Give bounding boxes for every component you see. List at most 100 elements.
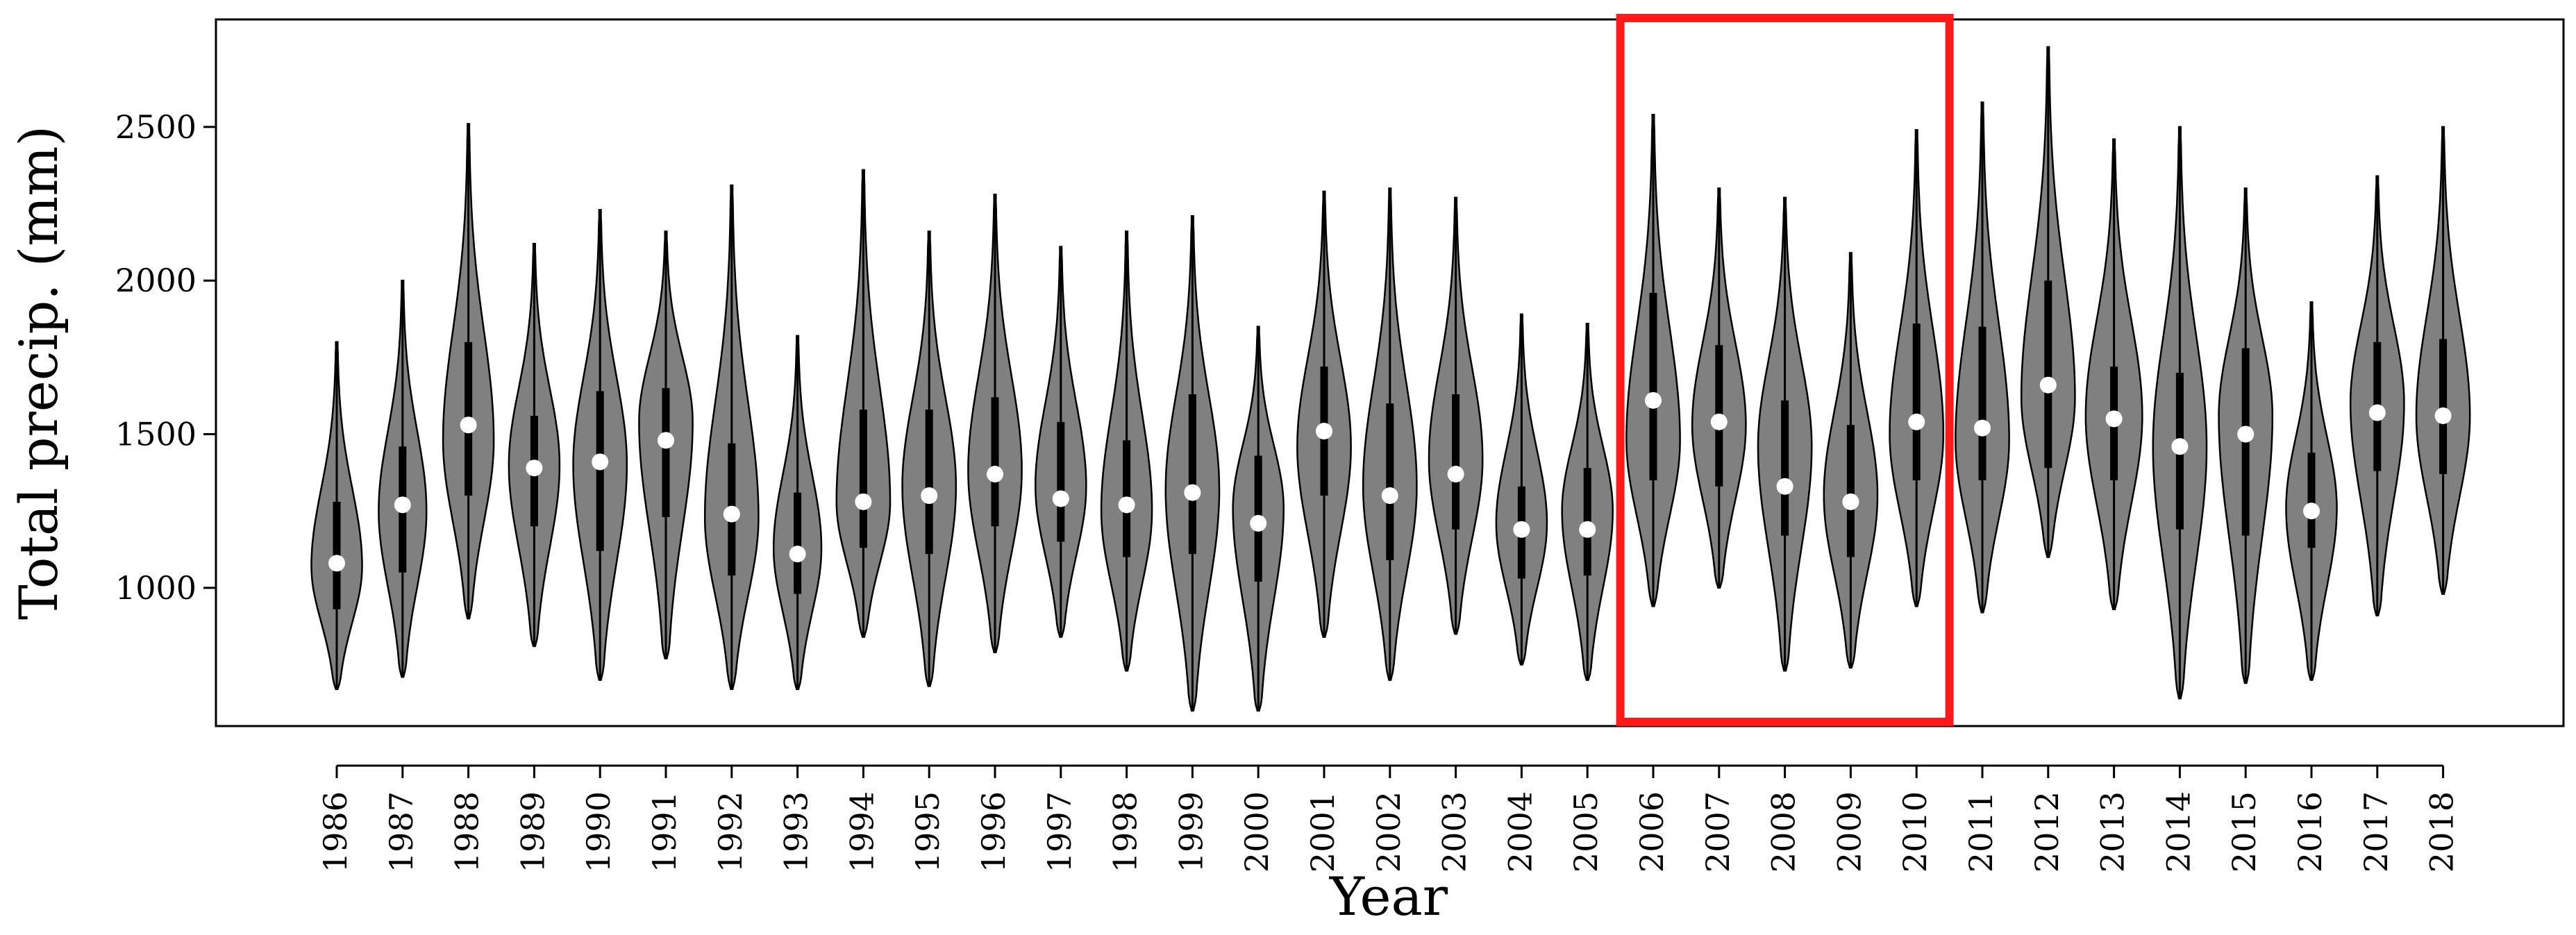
violin-1987 — [378, 279, 428, 678]
x-tick-label: 2011 — [1962, 791, 2000, 873]
violin-median-marker — [592, 453, 609, 471]
violin-2003 — [1428, 196, 1484, 635]
x-tick-label: 2010 — [1896, 791, 1934, 873]
violin-median-marker — [1710, 413, 1728, 430]
x-axis: 1986 1987 1988 1989 1990 1991 1992 1993 1994 1995… — [317, 764, 2461, 873]
highlight-layer — [1616, 14, 1954, 726]
violin-median-marker — [1579, 521, 1596, 538]
violin-median-marker — [1513, 521, 1530, 538]
violin-median-marker — [1316, 423, 1332, 440]
x-tick-label: 2003 — [1436, 791, 1473, 873]
violin-median-marker — [1447, 466, 1464, 483]
violin-2004 — [1495, 313, 1548, 666]
x-tick-label: 1998 — [1107, 791, 1144, 873]
violin-1997 — [1035, 246, 1087, 638]
violin-2012 — [2020, 46, 2076, 558]
x-tick-label: 2000 — [1238, 791, 1276, 873]
violin-median-marker — [855, 493, 872, 510]
violin-median-marker — [2039, 376, 2057, 394]
violin-median-marker — [987, 466, 1003, 483]
violin-2001 — [1296, 190, 1352, 638]
x-tick-label: 1999 — [1172, 791, 1210, 873]
y-tick-label: 2500 — [115, 108, 196, 146]
violin-median-marker — [1974, 419, 1991, 437]
x-tick-label: 2004 — [1501, 791, 1539, 873]
x-tick-label: 1986 — [317, 791, 354, 873]
violin-median-marker — [2237, 426, 2255, 443]
violin-2000 — [1232, 326, 1285, 712]
violin-median-marker — [2105, 410, 2123, 428]
violin-1986 — [310, 341, 363, 691]
violin-1999 — [1164, 215, 1221, 712]
violin-2017 — [2349, 175, 2405, 616]
y-tick-label: 1500 — [115, 416, 196, 453]
x-tick-label: 2017 — [2357, 791, 2395, 873]
x-tick-label: 2016 — [2291, 791, 2329, 873]
violin-median-marker — [1381, 487, 1398, 505]
violin-1989 — [508, 242, 561, 648]
violin-median-marker — [1052, 490, 1069, 507]
y-tick-label: 2000 — [115, 262, 196, 299]
violin-median-marker — [1118, 496, 1135, 514]
violin-median-marker — [921, 487, 938, 505]
violin-1996 — [967, 194, 1023, 654]
violins-layer — [310, 46, 2471, 712]
violin-2016 — [2285, 301, 2338, 681]
violin-median-marker — [1184, 484, 1201, 501]
x-axis-title: Year — [1329, 866, 1448, 927]
x-tick-label: 2002 — [1370, 791, 1407, 873]
violin-median-marker — [2171, 438, 2189, 455]
y-tick-label: 1000 — [115, 569, 196, 607]
violin-1995 — [901, 230, 957, 687]
violin-median-marker — [1776, 478, 1793, 495]
violin-median-marker — [1908, 413, 1925, 430]
violin-1992 — [703, 184, 760, 691]
violin-2009 — [1823, 252, 1879, 669]
x-tick-label: 2013 — [2094, 791, 2132, 873]
x-tick-label: 2007 — [1699, 791, 1737, 873]
violin-1988 — [442, 123, 495, 620]
violin-2011 — [1955, 101, 2010, 614]
violin-median-marker — [2368, 404, 2386, 421]
violin-2015 — [2218, 187, 2274, 684]
violin-2010 — [1889, 129, 1945, 607]
violin-2014 — [2152, 126, 2208, 700]
violin-median-marker — [2303, 503, 2320, 520]
violin-2006 — [1625, 113, 1681, 607]
violin-median-marker — [460, 416, 477, 434]
violin-1994 — [835, 169, 892, 638]
violin-median-marker — [2434, 407, 2452, 424]
x-tick-label: 2018 — [2423, 791, 2461, 873]
violin-2002 — [1362, 187, 1418, 681]
x-tick-label: 2005 — [1567, 791, 1605, 873]
x-tick-label: 1991 — [646, 791, 683, 873]
x-tick-label: 2006 — [1633, 791, 1671, 873]
x-tick-label: 1992 — [712, 791, 749, 873]
violin-2013 — [2084, 138, 2143, 611]
violin-1990 — [572, 209, 628, 681]
violin-median-marker — [394, 496, 411, 514]
x-tick-label: 2001 — [1304, 791, 1341, 873]
x-tick-label: 1988 — [449, 791, 486, 873]
violin-1998 — [1100, 230, 1153, 672]
y-axis-title: Total precip. (mm) — [8, 126, 69, 620]
x-tick-label: 1993 — [778, 791, 815, 873]
violin-2007 — [1691, 187, 1747, 589]
violin-median-marker — [328, 555, 345, 572]
x-tick-label: 1990 — [580, 791, 617, 873]
violin-2005 — [1561, 322, 1614, 681]
x-tick-label: 1994 — [843, 791, 880, 873]
violin-1993 — [772, 335, 823, 691]
highlight-box — [1616, 14, 1954, 726]
violin-median-marker — [1645, 391, 1662, 409]
x-tick-label: 1996 — [975, 791, 1012, 873]
violin-1991 — [638, 230, 694, 659]
x-tick-label: 2014 — [2159, 791, 2197, 873]
violin-2008 — [1757, 196, 1813, 672]
violin-median-marker — [723, 505, 740, 523]
x-tick-label: 1995 — [909, 791, 946, 873]
x-tick-label: 2012 — [2028, 791, 2066, 873]
x-tick-label: 2015 — [2225, 791, 2263, 873]
